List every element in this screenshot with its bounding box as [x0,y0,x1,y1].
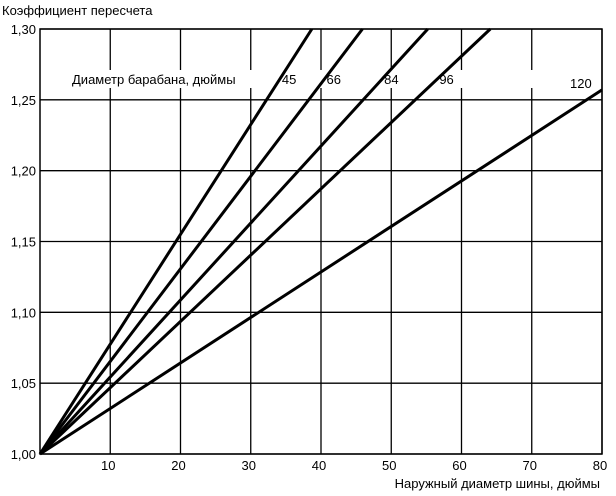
x-tick-label: 40 [312,458,326,473]
x-tick-label: 70 [523,458,537,473]
y-tick-label: 1,05 [11,376,36,391]
series-line-84 [38,27,429,456]
x-tick-label: 80 [593,458,607,473]
plot-frame [39,28,603,455]
series-lines [38,27,603,456]
series-line-96 [38,27,492,456]
legend-title: Диаметр барабана, дюймы [72,72,236,87]
y-tick-label: 1,15 [11,235,36,250]
series-label-66: 66 [327,72,341,87]
series-line-120 [39,88,603,456]
x-tick-label: 60 [452,458,466,473]
y-tick-label: 1,10 [11,305,36,320]
series-label-120: 120 [570,76,592,91]
y-tick-label: 1,00 [11,447,36,462]
y-tick-label: 1,25 [11,93,36,108]
x-tick-label: 10 [101,458,115,473]
x-tick-label: 20 [171,458,185,473]
x-tick-label: 50 [382,458,396,473]
series-label-45: 45 [282,72,296,87]
series-label-84: 84 [384,72,398,87]
series-line-66 [38,28,364,455]
y-axis-label: Коэффициент пересчета [2,3,153,18]
series-labels: 45 66 84 96 120 [282,72,592,91]
legend-title-bg [68,70,598,88]
y-tick-label: 1,30 [11,22,36,37]
tick-labels: 10 20 30 40 50 60 70 80 1,00 1,05 1,10 1,15 1,20 1,25… [11,22,608,473]
x-axis-label: Наружный диаметр шины, дюймы [395,476,600,491]
series-label-96: 96 [439,72,453,87]
series-line-45 [38,28,314,455]
grid [40,28,603,455]
x-tick-label: 30 [242,458,256,473]
x-axis-label-bg [386,472,600,492]
y-tick-label: 1,20 [11,164,36,179]
